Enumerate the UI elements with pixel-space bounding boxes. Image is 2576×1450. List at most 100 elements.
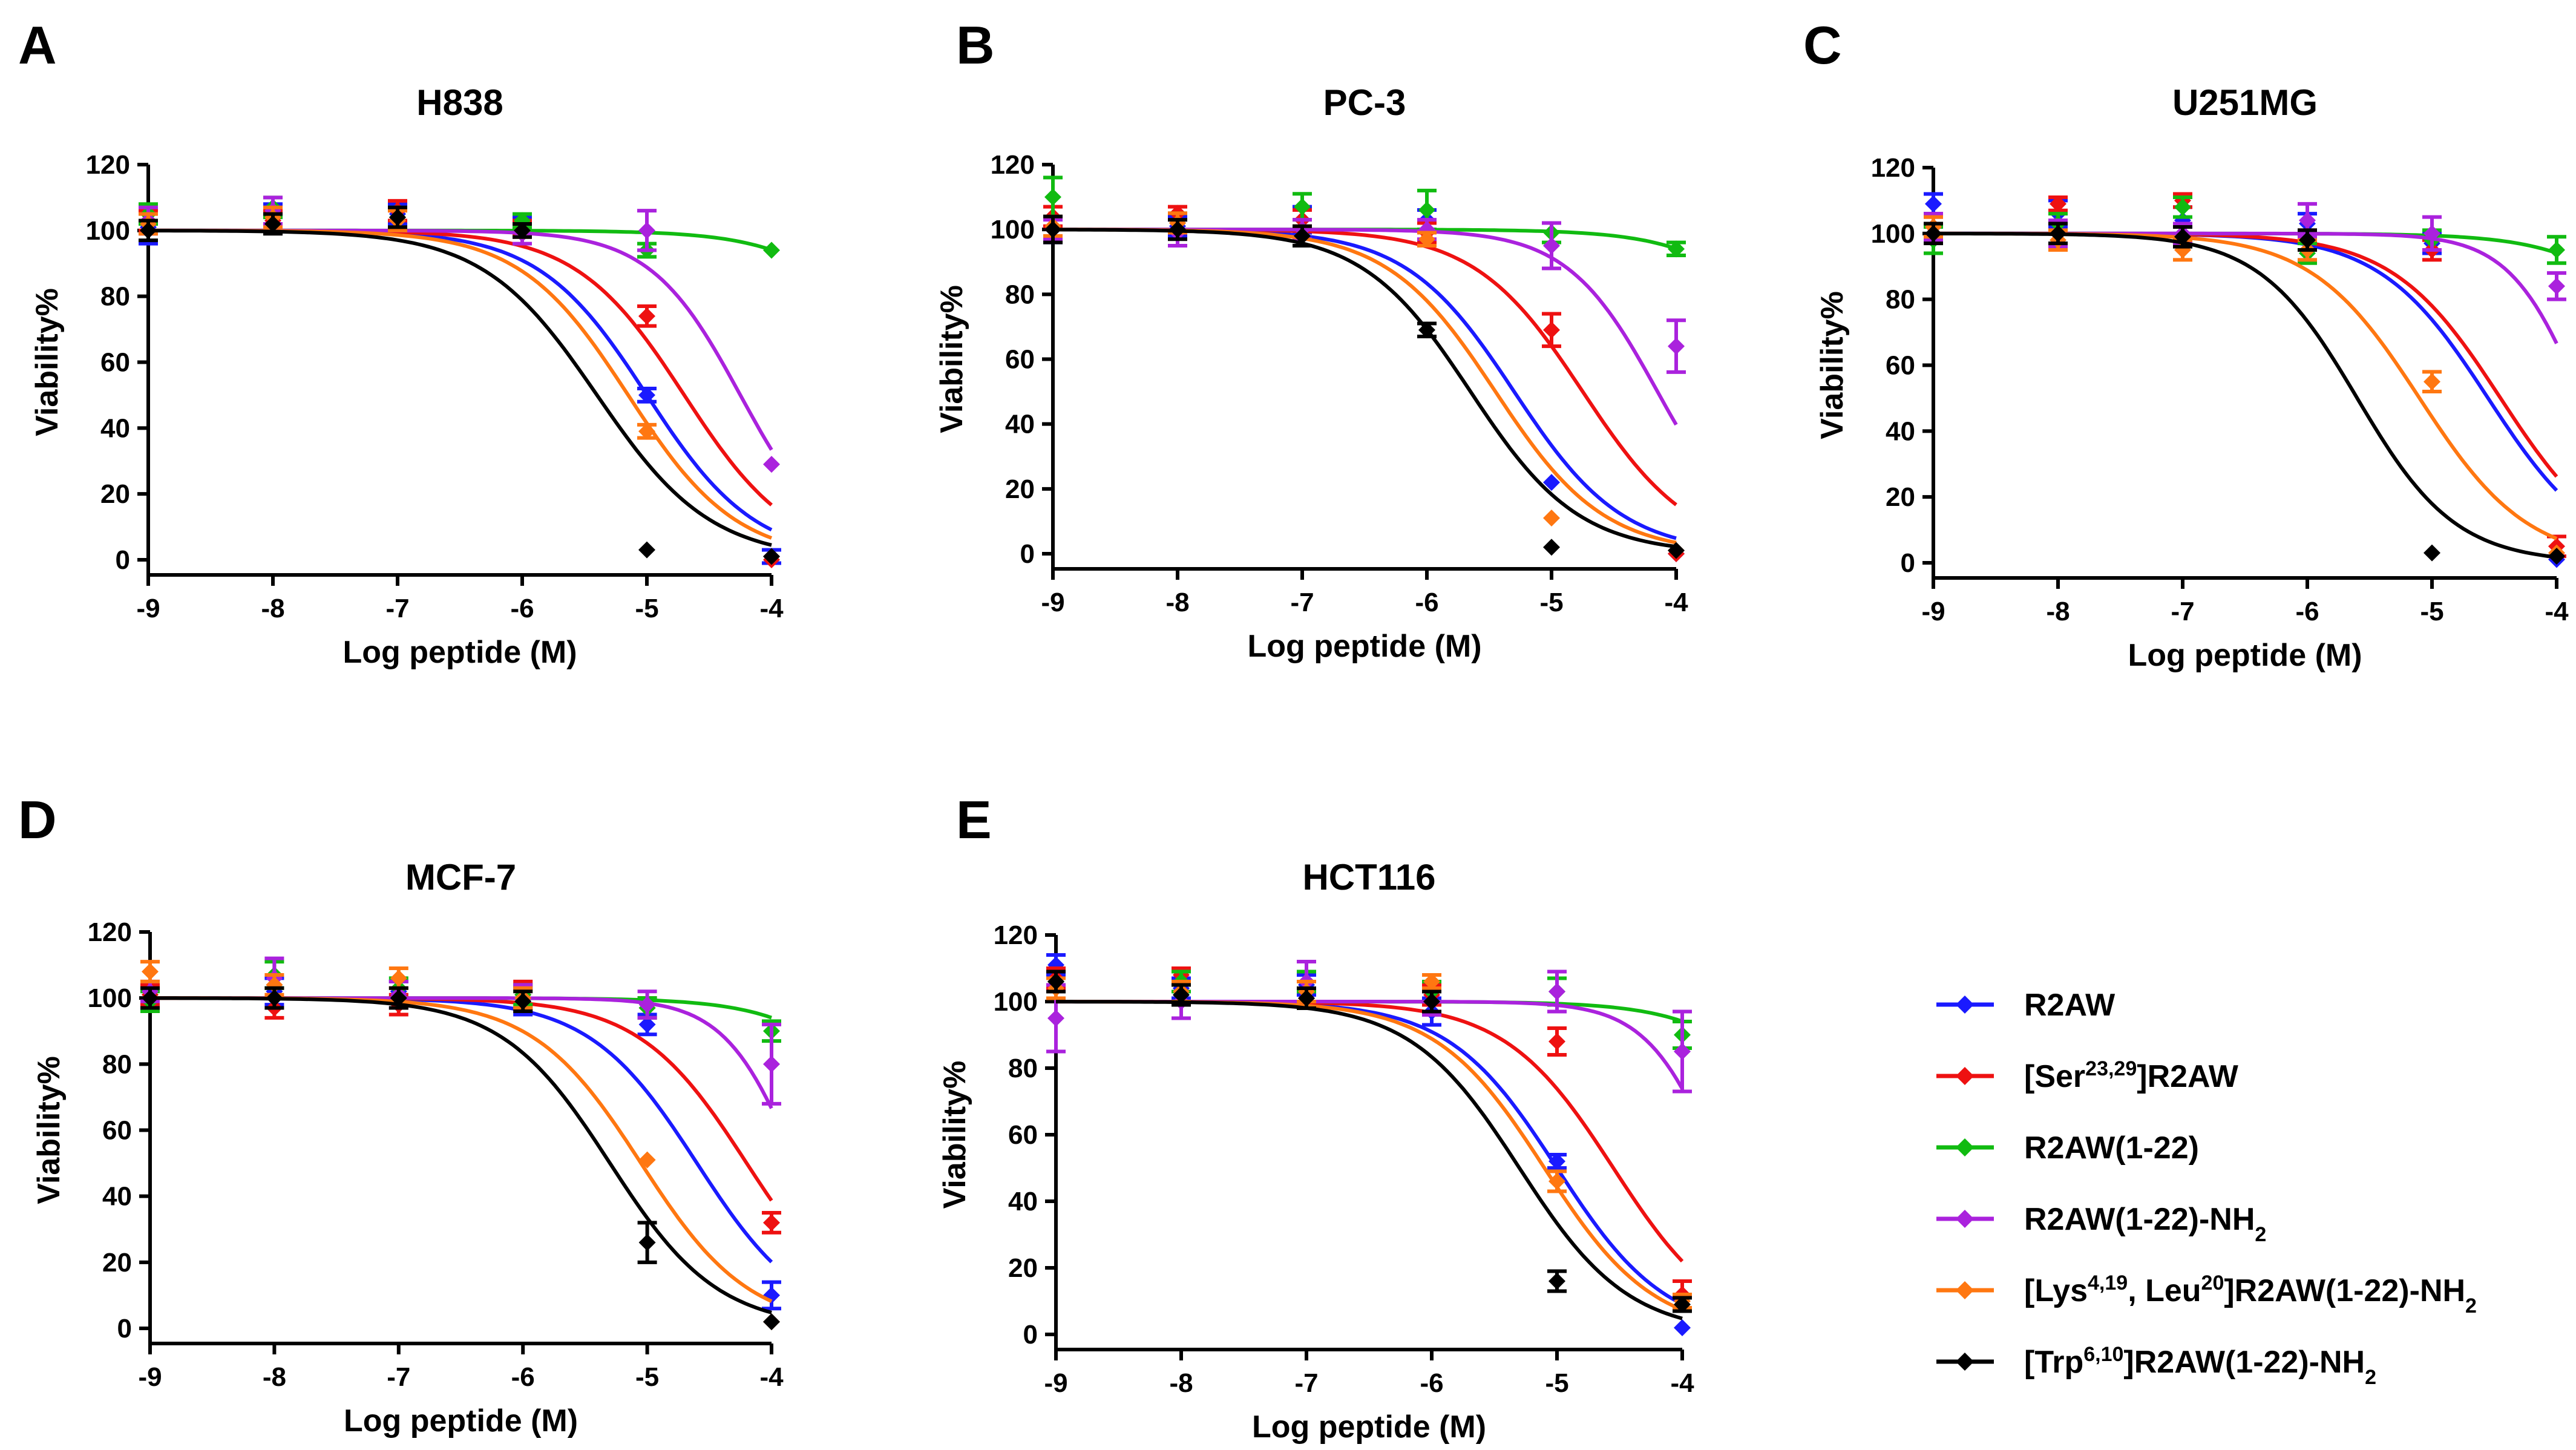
x-tick-label: -9: [138, 1362, 162, 1392]
panel-letter: E: [956, 790, 992, 850]
data-point: [389, 209, 406, 226]
x-tick-label: -8: [2046, 597, 2070, 626]
y-axis-label: Viability%: [1815, 291, 1850, 439]
y-tick-label: 0: [1023, 1320, 1038, 1350]
legend-label-part: 2: [2365, 1366, 2376, 1389]
legend-item: [Ser23,29]R2AW: [1936, 1057, 2239, 1094]
y-tick-label: 60: [1886, 351, 1915, 381]
series-4: [139, 205, 780, 565]
data-point: [1047, 1009, 1064, 1027]
data-point: [638, 422, 655, 440]
fit-curve: [150, 996, 772, 1314]
y-tick-label: 40: [1008, 1187, 1038, 1216]
x-tick-label: -4: [1670, 1368, 1694, 1398]
x-tick-label: -8: [1169, 1368, 1193, 1398]
data-point: [2050, 195, 2066, 212]
data-point: [1925, 225, 1942, 242]
legend-label-part: 2: [2255, 1223, 2266, 1246]
data-point: [638, 1234, 656, 1252]
chart-title: MCF-7: [405, 857, 516, 897]
legend-label-part: ]R2AW: [2137, 1059, 2238, 1094]
legend-item: R2AW: [1936, 988, 2116, 1023]
x-tick-label: -5: [1545, 1368, 1568, 1398]
data-point: [1543, 321, 1560, 339]
chart-title: H838: [416, 82, 503, 123]
data-point: [2424, 373, 2440, 390]
data-point: [1418, 202, 1435, 219]
chart-panel-d: D MCF-7 0 20 40 60 80 100 120 -9 -8 -7 -6 -5 -4 Log pep…: [18, 790, 784, 1439]
y-tick-label: 100: [994, 987, 1038, 1017]
y-tick-label: 0: [1020, 539, 1035, 569]
y-tick-label: 100: [88, 983, 132, 1013]
fit-curve: [148, 229, 772, 547]
y-tick-label: 120: [991, 150, 1035, 180]
legend-item: R2AW(1-22): [1936, 1130, 2199, 1166]
x-axis-label: Log peptide (M): [1247, 629, 1481, 664]
y-tick-label: 40: [100, 413, 130, 443]
data-point: [638, 307, 655, 325]
fit-curve: [1053, 228, 1677, 549]
x-tick-label: -7: [385, 594, 409, 623]
y-tick-label: 80: [100, 282, 130, 312]
legend-label-part: ]R2AW(1-22)-NH: [2224, 1273, 2465, 1308]
panel-letter: D: [18, 790, 57, 850]
fit-curve: [1933, 231, 2558, 344]
data-point: [1543, 237, 1560, 254]
x-tick-label: -4: [759, 1362, 784, 1392]
series-5: [139, 205, 780, 565]
y-tick-label: 60: [1008, 1120, 1038, 1150]
fit-curve: [150, 996, 773, 1202]
data-point: [1668, 338, 1685, 355]
legend-marker: [1956, 1067, 1974, 1085]
series-0: [1924, 192, 2565, 568]
panel-letter: B: [956, 15, 995, 75]
fit-curve: [1053, 228, 1678, 426]
y-tick-label: 40: [1886, 416, 1915, 446]
chart-title: PC-3: [1323, 82, 1406, 123]
y-tick-label: 20: [1005, 474, 1035, 504]
y-tick-label: 20: [100, 479, 130, 509]
legend-label-part: R2AW(1-22): [2024, 1130, 2199, 1166]
series-2: [139, 195, 780, 259]
x-axis-label: Log peptide (M): [1252, 1409, 1486, 1445]
fit-curve: [1053, 228, 1677, 545]
series-5: [1046, 969, 1692, 1320]
legend-label-part: 6,10: [2083, 1343, 2123, 1366]
data-point: [1674, 1043, 1691, 1060]
legend-marker: [1956, 1281, 1974, 1299]
series-1: [1043, 205, 1685, 562]
fit-curve: [1933, 231, 2558, 492]
y-tick-label: 60: [100, 348, 130, 378]
y-tick-label: 100: [991, 215, 1035, 244]
y-tick-label: 40: [1005, 410, 1035, 439]
panel-letter: A: [18, 15, 57, 75]
data-point: [142, 963, 159, 980]
x-tick-label: -7: [2171, 597, 2194, 626]
x-tick-label: -5: [1539, 588, 1563, 617]
data-point: [763, 1313, 780, 1331]
legend-label-part: R2AW: [2024, 988, 2116, 1023]
data-point: [390, 969, 407, 987]
y-tick-label: 0: [116, 545, 130, 575]
legend-label-part: 2: [2465, 1294, 2477, 1317]
x-tick-label: -6: [1415, 588, 1438, 617]
data-point: [264, 215, 281, 232]
data-point: [763, 1055, 780, 1073]
data-point: [1047, 973, 1064, 990]
chart-panel-a: A H838 0 20 40 60 80 100 120 -9 -8 -7 -6 -5 -4 Log pept…: [18, 15, 784, 670]
data-point: [763, 548, 780, 565]
data-point: [2174, 228, 2191, 246]
chart-panel-b: B PC-3 0 20 40 60 80 100 120 -9 -8 -7 -6 -5 -4 Log pept…: [934, 15, 1688, 664]
legend-label-part: 20: [2201, 1271, 2224, 1294]
legend-label: [Trp6,10]R2AW(1-22)-NH2: [2024, 1343, 2376, 1389]
x-tick-label: -6: [1420, 1368, 1443, 1398]
data-point: [1294, 198, 1311, 215]
data-point: [638, 541, 655, 559]
data-point: [1549, 1033, 1565, 1050]
legend-item: [Trp6,10]R2AW(1-22)-NH2: [1936, 1343, 2376, 1389]
data-point: [1543, 539, 1560, 556]
x-tick-label: -5: [635, 594, 658, 623]
data-point: [1543, 510, 1560, 527]
data-point: [1543, 474, 1560, 491]
legend-marker: [1956, 1138, 1974, 1156]
